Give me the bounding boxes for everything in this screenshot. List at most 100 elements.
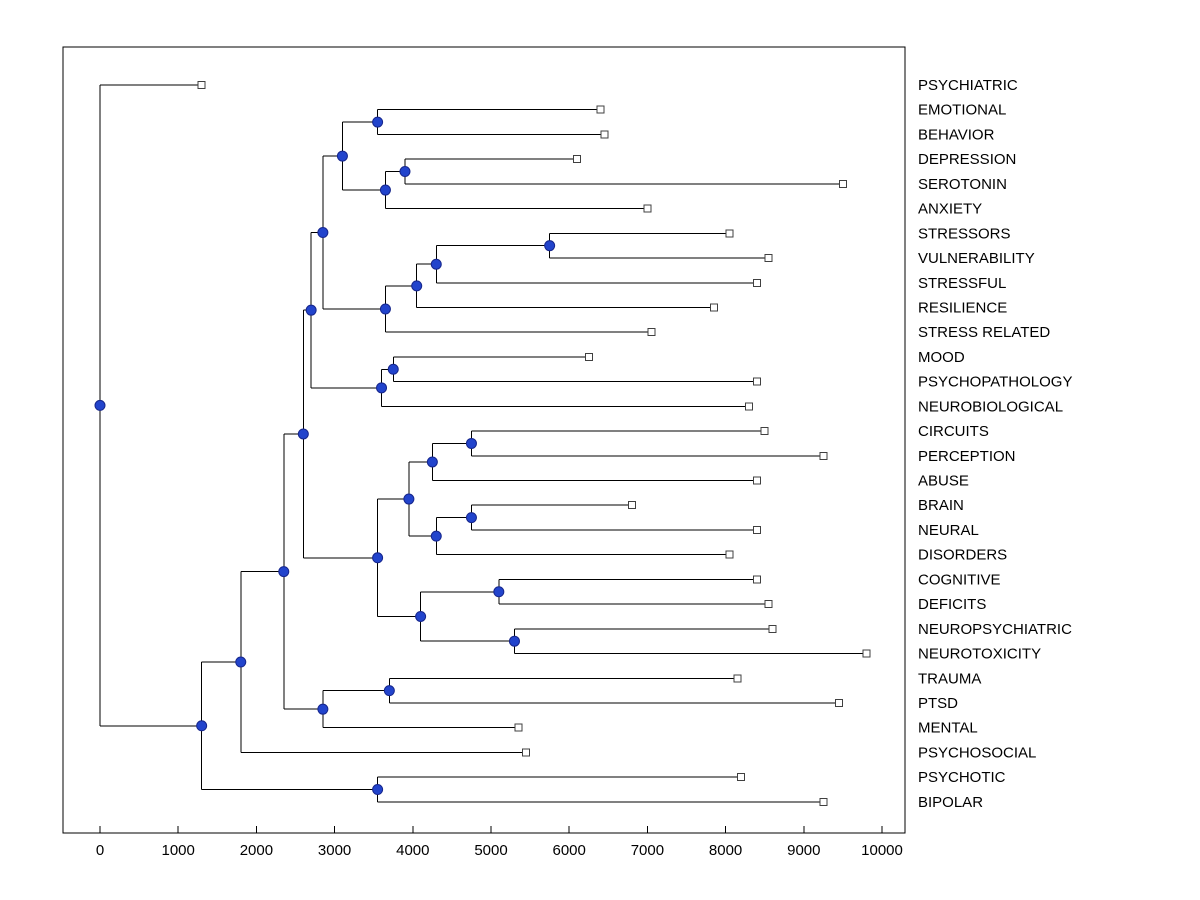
leaf-marker bbox=[819, 797, 828, 806]
internal-node-marker bbox=[508, 635, 520, 647]
x-tick-label: 6000 bbox=[553, 842, 586, 859]
internal-node-marker bbox=[372, 116, 384, 128]
internal-node-marker bbox=[94, 399, 106, 411]
leaf-label: VULNERABILITY bbox=[918, 250, 1035, 267]
internal-node-marker bbox=[430, 258, 442, 270]
leaf-marker bbox=[834, 699, 843, 707]
leaf-label: NEURAL bbox=[918, 522, 979, 539]
leaf-label: PTSD bbox=[918, 695, 958, 712]
leaf-label: ANXIETY bbox=[918, 201, 982, 218]
leaf-label: BIPOLAR bbox=[918, 794, 983, 811]
leaf-label: PSYCHOPATHOLOGY bbox=[918, 374, 1072, 391]
leaf-label: ABUSE bbox=[918, 473, 969, 490]
plot-border bbox=[62, 46, 906, 834]
leaf-label: NEUROPSYCHIATRIC bbox=[918, 621, 1072, 638]
leaf-label: MENTAL bbox=[918, 720, 978, 737]
internal-node-marker bbox=[317, 703, 329, 715]
leaf-label: CIRCUITS bbox=[918, 423, 989, 440]
leaf-marker bbox=[752, 575, 761, 584]
leaf-label: BRAIN bbox=[918, 497, 964, 514]
x-tick-label: 4000 bbox=[396, 842, 429, 859]
internal-node-marker bbox=[430, 530, 442, 542]
leaf-label: STRESS RELATED bbox=[918, 324, 1050, 341]
internal-node-marker bbox=[372, 784, 384, 796]
leaf-label: EMOTIONAL bbox=[918, 102, 1006, 119]
leaf-marker bbox=[709, 303, 718, 312]
leaf-label: PSYCHOSOCIAL bbox=[918, 744, 1036, 761]
internal-node-marker bbox=[465, 437, 477, 449]
leaf-marker bbox=[768, 624, 777, 633]
x-tick-label: 1000 bbox=[162, 842, 195, 859]
internal-node-marker bbox=[387, 363, 399, 375]
leaf-marker bbox=[737, 773, 746, 782]
x-tick-label: 2000 bbox=[240, 842, 273, 859]
internal-node-marker bbox=[383, 685, 395, 697]
leaf-label: STRESSFUL bbox=[918, 275, 1006, 292]
internal-node-marker bbox=[305, 304, 317, 316]
leaf-label: BEHAVIOR bbox=[918, 126, 995, 143]
internal-node-marker bbox=[297, 428, 309, 440]
leaf-marker bbox=[752, 377, 761, 386]
x-tick-label: 3000 bbox=[318, 842, 351, 859]
internal-node-marker bbox=[411, 280, 423, 292]
leaf-label: DISORDERS bbox=[918, 547, 1007, 564]
leaf-label: PSYCHOTIC bbox=[918, 769, 1006, 786]
internal-node-marker bbox=[379, 184, 391, 196]
leaf-marker bbox=[596, 105, 605, 114]
leaf-label: NEUROBIOLOGICAL bbox=[918, 398, 1063, 415]
leaf-marker bbox=[733, 674, 742, 683]
leaf-marker bbox=[725, 229, 734, 238]
leaf-label: MOOD bbox=[918, 349, 965, 366]
internal-node-marker bbox=[379, 303, 391, 315]
leaf-marker bbox=[752, 278, 761, 287]
x-tick-label: 9000 bbox=[787, 842, 820, 859]
internal-node-marker bbox=[403, 493, 415, 505]
x-tick-label: 8000 bbox=[709, 842, 742, 859]
leaf-label: PERCEPTION bbox=[918, 448, 1016, 465]
leaf-label: RESILIENCE bbox=[918, 299, 1007, 316]
leaf-marker bbox=[197, 81, 206, 89]
leaf-marker bbox=[764, 254, 773, 263]
leaf-marker bbox=[600, 130, 609, 139]
x-tick-label: 7000 bbox=[631, 842, 664, 859]
leaf-label: COGNITIVE bbox=[918, 571, 1001, 588]
x-tick-label: 5000 bbox=[474, 842, 507, 859]
internal-node-marker bbox=[235, 656, 247, 668]
leaf-marker bbox=[862, 649, 871, 658]
internal-node-marker bbox=[465, 512, 477, 524]
leaf-marker bbox=[819, 451, 828, 460]
leaf-marker bbox=[752, 476, 761, 485]
leaf-marker bbox=[647, 328, 656, 337]
leaf-marker bbox=[725, 550, 734, 559]
internal-node-marker bbox=[376, 382, 388, 394]
internal-node-marker bbox=[399, 166, 411, 178]
leaf-marker bbox=[643, 204, 652, 213]
internal-node-marker bbox=[372, 552, 384, 564]
internal-node-marker bbox=[426, 456, 438, 468]
internal-node-marker bbox=[493, 586, 505, 598]
leaf-marker bbox=[838, 179, 847, 188]
leaf-marker bbox=[764, 600, 773, 609]
leaf-label: NEUROTOXICITY bbox=[918, 646, 1041, 663]
leaf-label: SEROTONIN bbox=[918, 176, 1007, 193]
leaf-marker bbox=[627, 501, 636, 510]
leaf-label: PSYCHIATRIC bbox=[918, 77, 1018, 94]
leaf-marker bbox=[745, 402, 754, 411]
internal-node-marker bbox=[415, 610, 427, 622]
x-tick-label: 10000 bbox=[861, 842, 903, 859]
internal-node-marker bbox=[336, 150, 348, 162]
leaf-marker bbox=[760, 427, 769, 436]
leaf-label: STRESSORS bbox=[918, 225, 1011, 242]
leaf-marker bbox=[573, 155, 582, 164]
x-tick-label: 0 bbox=[96, 842, 104, 859]
leaf-marker bbox=[752, 525, 761, 534]
leaf-marker bbox=[584, 352, 593, 361]
leaf-marker bbox=[514, 723, 523, 732]
leaf-label: TRAUMA bbox=[918, 670, 981, 687]
internal-node-marker bbox=[196, 720, 208, 732]
internal-node-marker bbox=[544, 240, 556, 252]
leaf-label: DEPRESSION bbox=[918, 151, 1016, 168]
internal-node-marker bbox=[317, 227, 329, 239]
